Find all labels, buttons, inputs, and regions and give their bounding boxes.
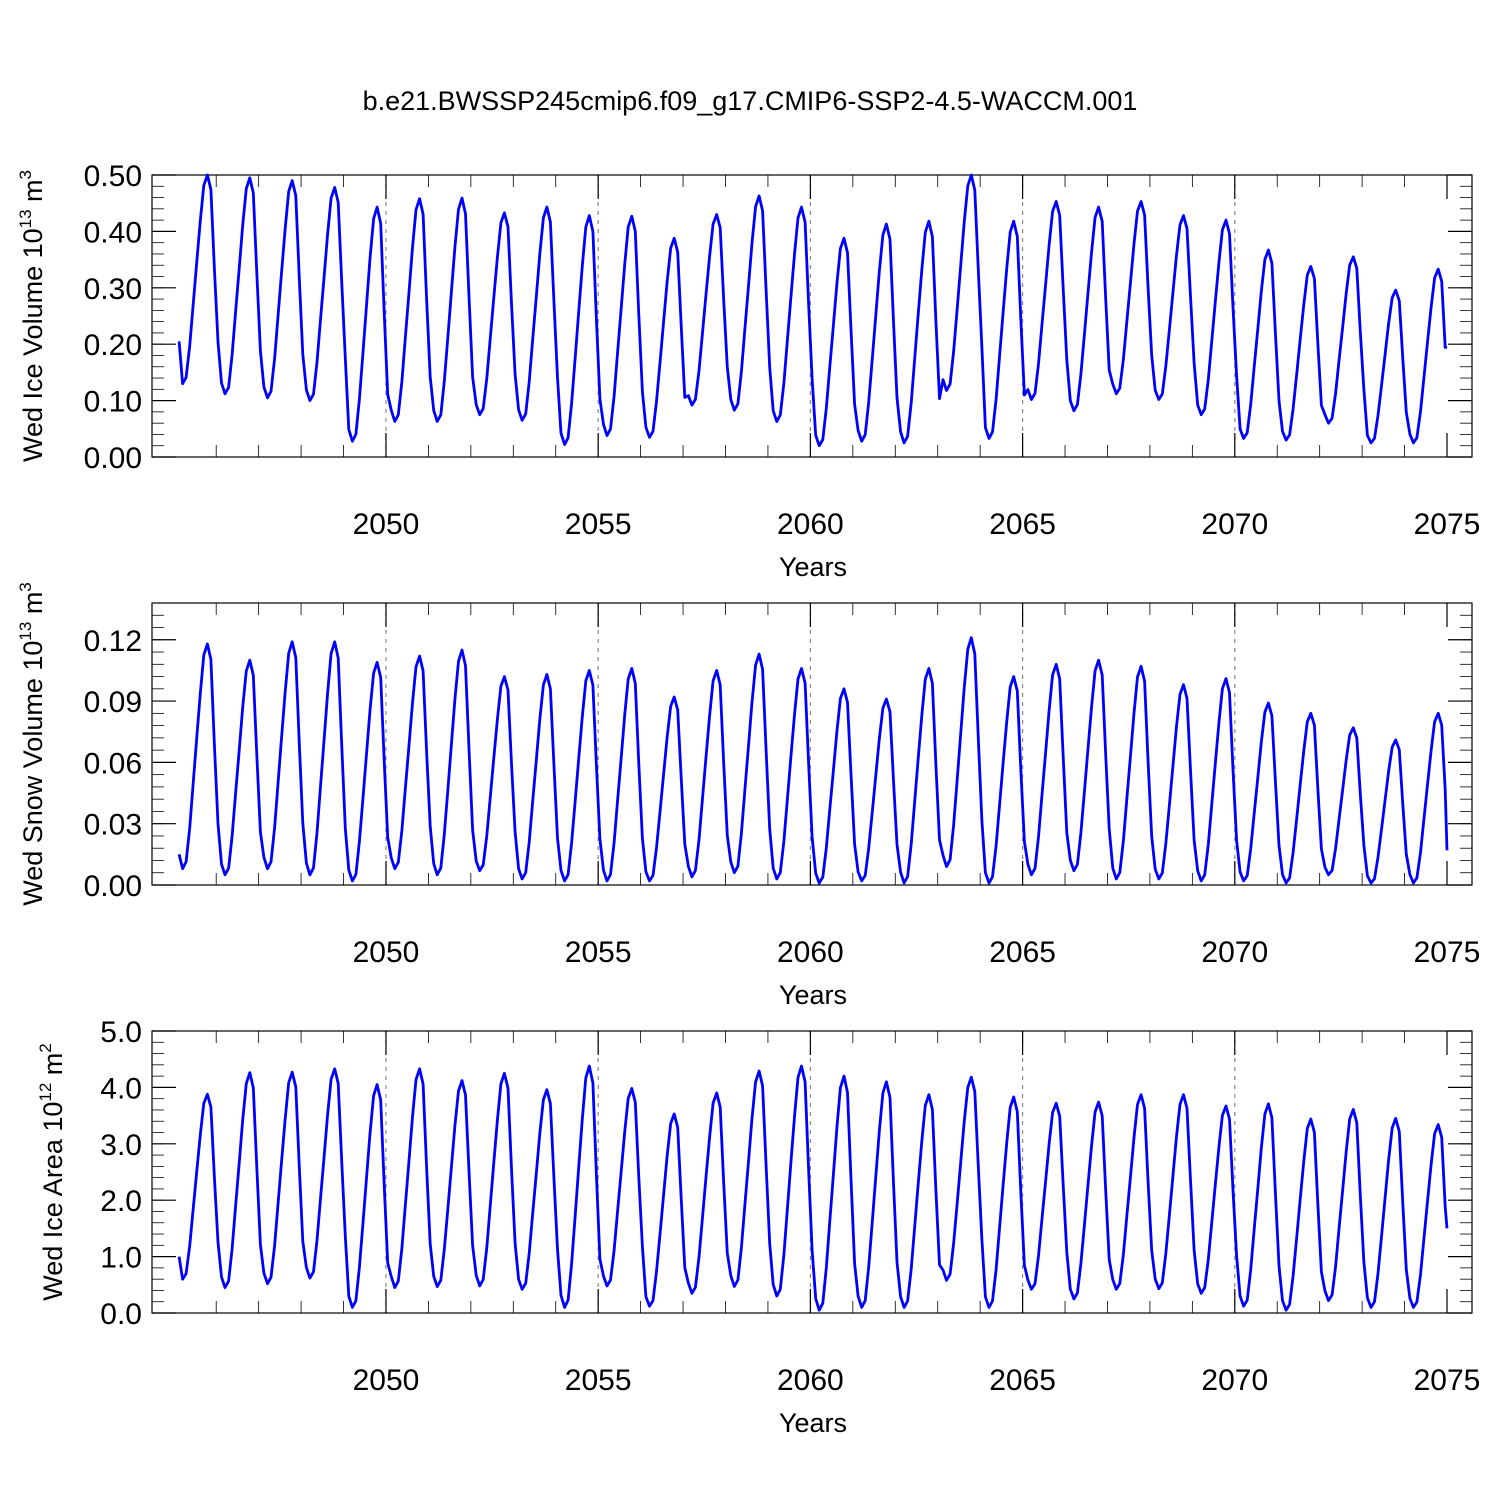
x-tick-label: 2050 <box>353 508 420 541</box>
x-tick-label: 2060 <box>777 508 844 541</box>
x-tick-label: 2065 <box>989 936 1056 969</box>
y-tick-label: 0.30 <box>84 273 142 306</box>
y-tick-label: 0.40 <box>84 216 142 249</box>
plot-frame <box>151 602 1473 886</box>
x-tick-label: 2055 <box>565 1364 632 1397</box>
y-tick-label: 0.50 <box>84 160 142 193</box>
y-tick-label: 0.00 <box>84 870 142 903</box>
y-axis-label: Wed Ice Area 1012 m2 <box>36 1043 68 1301</box>
x-tick-label: 2050 <box>353 1364 420 1397</box>
x-tick-label: 2070 <box>1201 936 1268 969</box>
x-tick-label: 2060 <box>777 936 844 969</box>
plot-frame <box>151 1030 1473 1314</box>
x-tick-label: 2055 <box>565 936 632 969</box>
series-line <box>177 636 1449 885</box>
y-tick-label: 1.0 <box>100 1242 142 1275</box>
x-tick-label: 2065 <box>989 1364 1056 1397</box>
x-axis-label: Years <box>779 980 847 1010</box>
x-tick-label: 2070 <box>1201 1364 1268 1397</box>
chart-title: b.e21.BWSSP245cmip6.f09_g17.CMIP6-SSP2-4… <box>363 86 1138 116</box>
x-tick-label: 2055 <box>565 508 632 541</box>
x-tick-label: 2070 <box>1201 508 1268 541</box>
y-tick-label: 4.0 <box>100 1072 142 1105</box>
y-tick-label: 0.03 <box>84 809 142 842</box>
y-tick-label: 0.20 <box>84 329 142 362</box>
x-axis-label: Years <box>779 552 847 582</box>
series-line <box>177 1064 1449 1312</box>
y-tick-label: 0.12 <box>84 625 142 658</box>
chart-panels: 0.00 0.10 0.20 0.30 0.40 0.50 2050 2055 2060 2065… <box>16 160 1480 1438</box>
panel-1: 0.00 0.10 0.20 0.30 0.40 0.50 2050 2055 2060 2065… <box>16 160 1480 582</box>
x-tick-label: 2075 <box>1414 508 1481 541</box>
panel-3: 0.0 1.0 2.0 3.0 4.0 5.0 2050 2055 2060 2065 2070 20… <box>36 1016 1480 1438</box>
y-tick-label: 3.0 <box>100 1129 142 1162</box>
y-tick-label: 0.09 <box>84 686 142 719</box>
y-tick-label: 0.00 <box>84 442 142 475</box>
x-tick-label: 2050 <box>353 936 420 969</box>
x-tick-label: 2075 <box>1414 1364 1481 1397</box>
y-tick-label: 0.10 <box>84 386 142 419</box>
y-tick-label: 0.06 <box>84 747 142 780</box>
y-tick-label: 0.0 <box>100 1298 142 1331</box>
x-axis-label: Years <box>779 1408 847 1438</box>
y-tick-label: 2.0 <box>100 1185 142 1218</box>
plot-frame <box>151 174 1473 458</box>
y-axis-label: Wed Snow Volume 1013 m3 <box>16 582 48 906</box>
panel-2: 0.00 0.03 0.06 0.09 0.12 2050 2055 2060 2065 2070… <box>16 582 1480 1010</box>
x-tick-label: 2060 <box>777 1364 844 1397</box>
y-tick-label: 5.0 <box>100 1016 142 1049</box>
x-tick-label: 2065 <box>989 508 1056 541</box>
y-axis-label: Wed Ice Volume 1013 m3 <box>16 170 48 462</box>
x-tick-label: 2075 <box>1414 936 1481 969</box>
series-line <box>177 173 1448 448</box>
